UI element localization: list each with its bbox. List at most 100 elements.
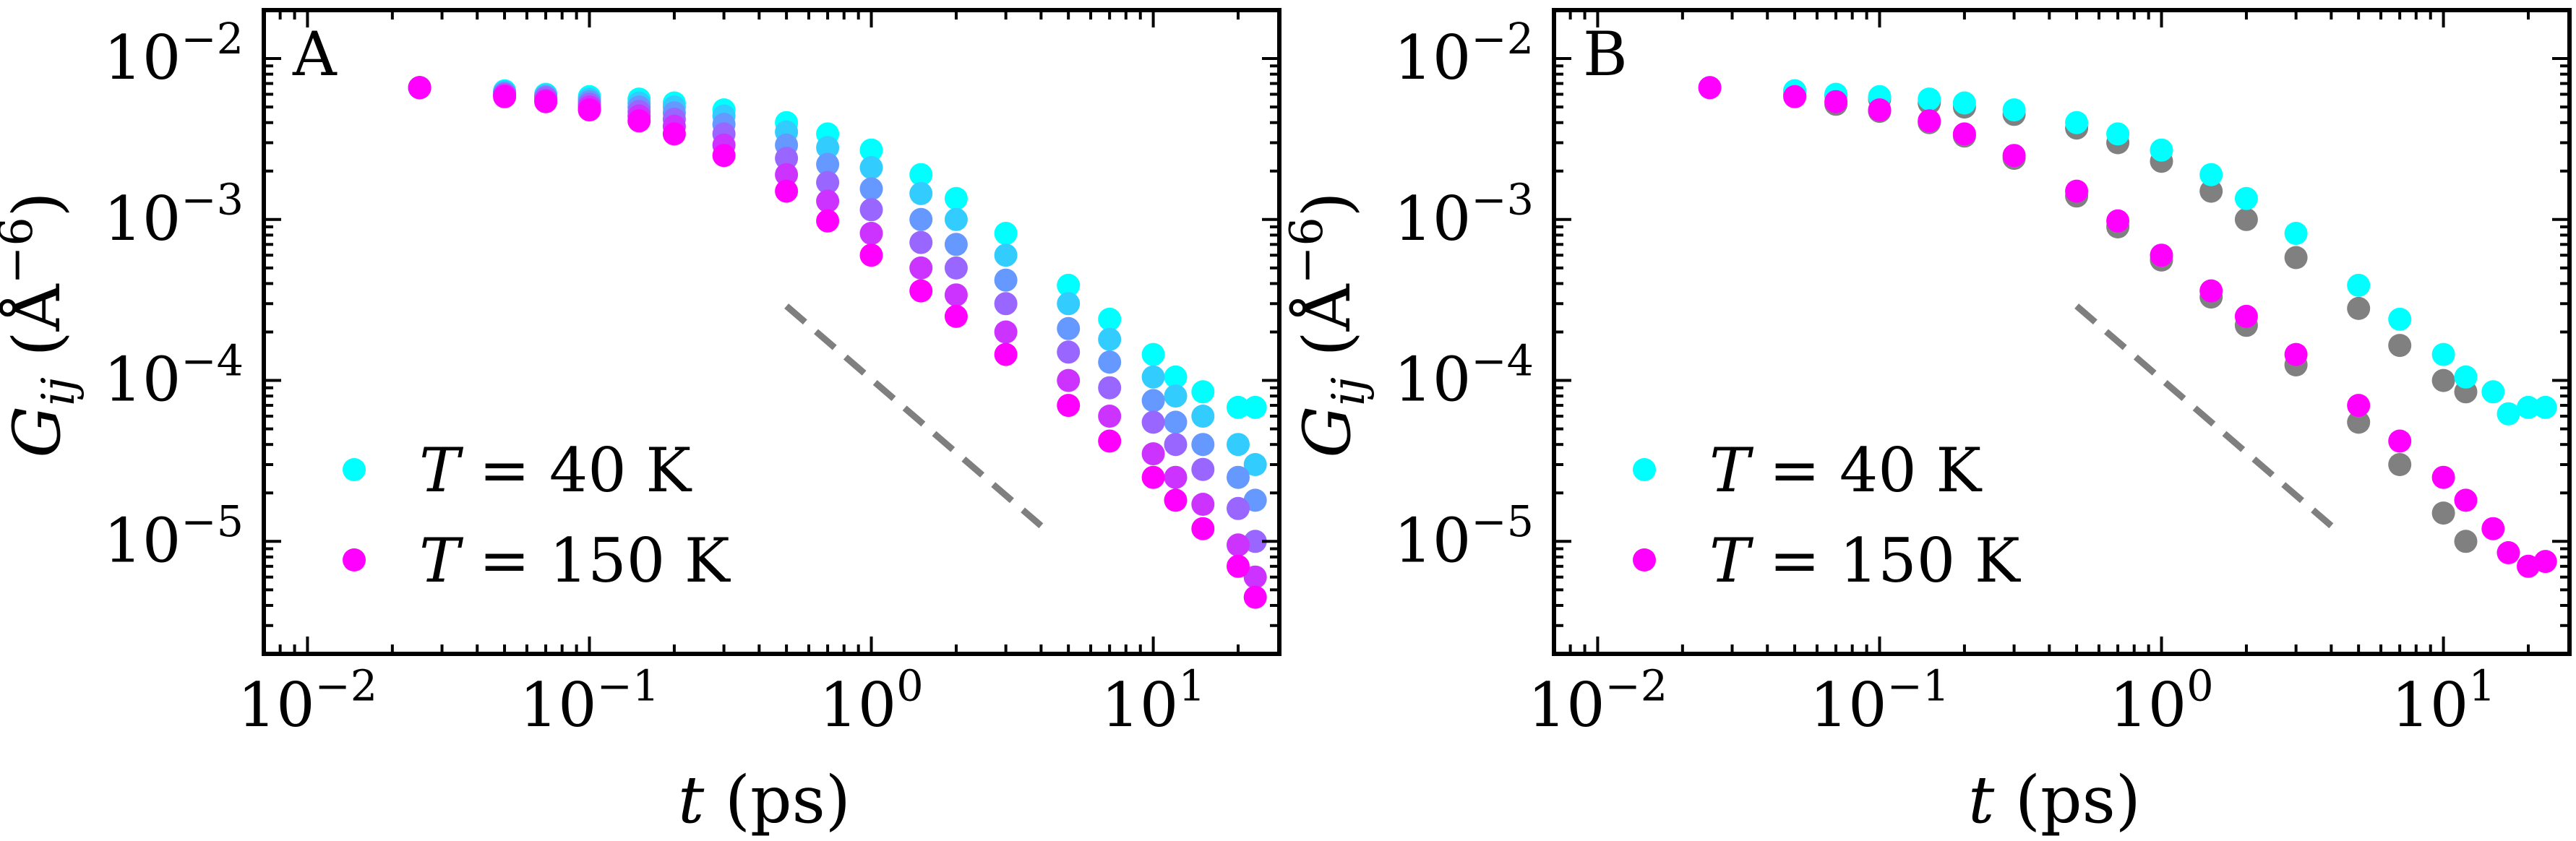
data-point — [1783, 85, 1807, 108]
data-point — [859, 156, 883, 179]
legend-marker — [1633, 548, 1656, 572]
y-tick-label: 10−4 — [1394, 335, 1534, 415]
data-point — [2517, 395, 2540, 419]
data-point — [944, 256, 968, 280]
data-point — [1141, 465, 1165, 489]
data-point — [2388, 453, 2412, 476]
data-point — [2388, 307, 2412, 331]
data-point — [2002, 98, 2026, 122]
data-point — [2454, 530, 2478, 553]
data-point — [2496, 541, 2520, 564]
data-point — [1243, 453, 1267, 476]
data-point — [2533, 395, 2557, 419]
data-point — [1243, 585, 1267, 609]
data-point — [2533, 550, 2557, 574]
data-point — [1141, 342, 1165, 366]
y-tick-label: 10−2 — [1394, 14, 1534, 93]
guide-dashed-line — [784, 303, 1044, 529]
legend-label: T = 150 K — [419, 525, 731, 596]
legend-marker — [1633, 458, 1656, 481]
y-tick-label: 10−5 — [103, 496, 244, 576]
y-axis-label: Gij (Å−6) — [1280, 191, 1375, 457]
data-point — [1164, 365, 1188, 389]
data-point — [909, 181, 933, 205]
x-tick-label: 10−2 — [1528, 661, 1668, 741]
y-tick-label: 10−3 — [1394, 175, 1534, 254]
data-point — [1057, 340, 1081, 364]
data-point — [2388, 334, 2412, 358]
x-tick-label: 10−1 — [1810, 661, 1950, 741]
data-point — [2065, 179, 2089, 203]
data-point — [1191, 380, 1215, 404]
data-point — [1057, 368, 1081, 392]
data-point — [534, 90, 558, 113]
data-point — [944, 186, 968, 210]
panel-label: A — [292, 19, 338, 90]
data-point — [2481, 380, 2505, 404]
data-point — [994, 292, 1018, 316]
data-point — [1164, 488, 1188, 512]
data-point — [909, 207, 933, 231]
data-point — [1141, 389, 1165, 413]
data-point — [1164, 384, 1188, 408]
data-point — [627, 109, 651, 133]
data-point — [1057, 316, 1081, 340]
data-point — [859, 198, 883, 222]
data-point — [2347, 273, 2371, 297]
data-point — [1098, 429, 1122, 453]
data-point — [1243, 488, 1267, 512]
data-point — [1868, 98, 1892, 122]
y-tick-label: 10−5 — [1394, 496, 1534, 576]
data-point — [909, 279, 933, 303]
data-point — [578, 98, 601, 122]
data-point — [816, 189, 840, 213]
data-point — [1243, 565, 1267, 589]
data-point — [1698, 76, 1722, 100]
data-point — [2150, 138, 2173, 162]
legend-marker — [343, 458, 366, 481]
data-point — [775, 163, 799, 186]
data-point — [1141, 410, 1165, 434]
data-point — [1191, 405, 1215, 428]
data-point — [662, 122, 686, 146]
data-point — [1227, 496, 1250, 520]
data-point — [2234, 207, 2258, 231]
data-point — [816, 136, 840, 160]
data-point — [1243, 395, 1267, 419]
y-axis-label: Gij (Å−6) — [0, 191, 85, 457]
x-axis-label: t (ps) — [1968, 762, 2141, 838]
data-point — [2347, 296, 2371, 320]
x-tick-label: 100 — [2109, 661, 2213, 741]
data-point — [994, 243, 1018, 267]
data-point — [1164, 465, 1188, 489]
data-point — [1191, 433, 1215, 457]
data-point — [944, 304, 968, 328]
data-point — [2284, 342, 2308, 366]
data-point — [1141, 442, 1165, 466]
data-point — [1918, 109, 1941, 133]
data-point — [944, 207, 968, 231]
data-point — [493, 85, 517, 108]
data-point — [1227, 533, 1250, 557]
data-point — [816, 209, 840, 233]
data-point — [2454, 365, 2478, 389]
panel-label: B — [1583, 19, 1628, 90]
data-point — [2065, 111, 2089, 134]
data-point — [909, 163, 933, 186]
data-point — [2106, 209, 2130, 233]
x-tick-label: 10−1 — [520, 661, 660, 741]
panel-a: 10−2 10−1 100 101 10−5 10−4 10−3 10−2 t (ps) Gij … — [0, 8, 1281, 838]
data-point — [2234, 304, 2258, 328]
data-point — [2106, 122, 2130, 146]
data-point — [2284, 222, 2308, 245]
x-tick-label: 101 — [2391, 661, 2495, 741]
data-point — [994, 268, 1018, 292]
data-point — [1098, 307, 1122, 331]
data-point — [1227, 433, 1250, 457]
data-point — [909, 256, 933, 280]
data-point — [2388, 429, 2412, 453]
data-point — [994, 222, 1018, 245]
data-point — [775, 179, 799, 203]
data-point — [816, 171, 840, 194]
data-point — [944, 283, 968, 307]
